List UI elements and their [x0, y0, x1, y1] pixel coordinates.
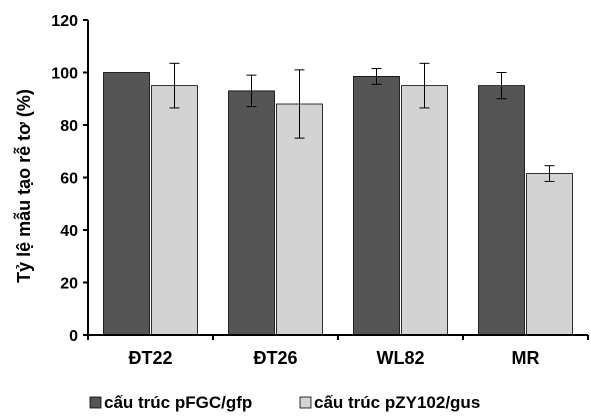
- category-labels: ĐT22 ĐT26 WL82 MR: [87, 335, 589, 368]
- y-tick-label: 120: [51, 13, 78, 30]
- bar-series1-3: [478, 85, 525, 336]
- bar-series1-1: [228, 90, 275, 336]
- bar-series2-3: [526, 173, 573, 336]
- y-tick-label: 20: [60, 276, 78, 293]
- legend-swatch-1: [89, 396, 102, 409]
- x-category-label: MR: [512, 348, 540, 368]
- y-tick-label: 100: [51, 66, 78, 83]
- bar-series1-2: [353, 76, 400, 336]
- error-bars-group: [169, 62, 555, 182]
- y-tick-label: 80: [60, 118, 78, 135]
- bar-series1-0: [103, 72, 150, 336]
- legend: cấu trúc pFGC/gfp cấu trúc pZY102/gus: [89, 393, 480, 412]
- bar-series2-0: [151, 85, 198, 336]
- y-axis-title: Tỷ lệ mẫu tạo rễ tơ (%): [13, 89, 34, 283]
- bars-group: [103, 72, 573, 336]
- x-category-label: ĐT22: [128, 348, 172, 368]
- x-category-label: ĐT26: [253, 348, 297, 368]
- y-tick-label: 0: [69, 328, 78, 345]
- legend-swatch-2: [299, 396, 312, 409]
- bar-series2-1: [276, 103, 323, 336]
- legend-label-2: cấu trúc pZY102/gus: [314, 393, 480, 412]
- legend-label-1: cấu trúc pFGC/gfp: [104, 393, 252, 412]
- y-tick-label: 60: [60, 171, 78, 188]
- x-category-label: WL82: [376, 348, 424, 368]
- y-tick-label: 40: [60, 223, 78, 240]
- y-axis-ticks: 0 20 40 60 80 100 120: [51, 13, 88, 345]
- bar-series2-2: [401, 85, 448, 336]
